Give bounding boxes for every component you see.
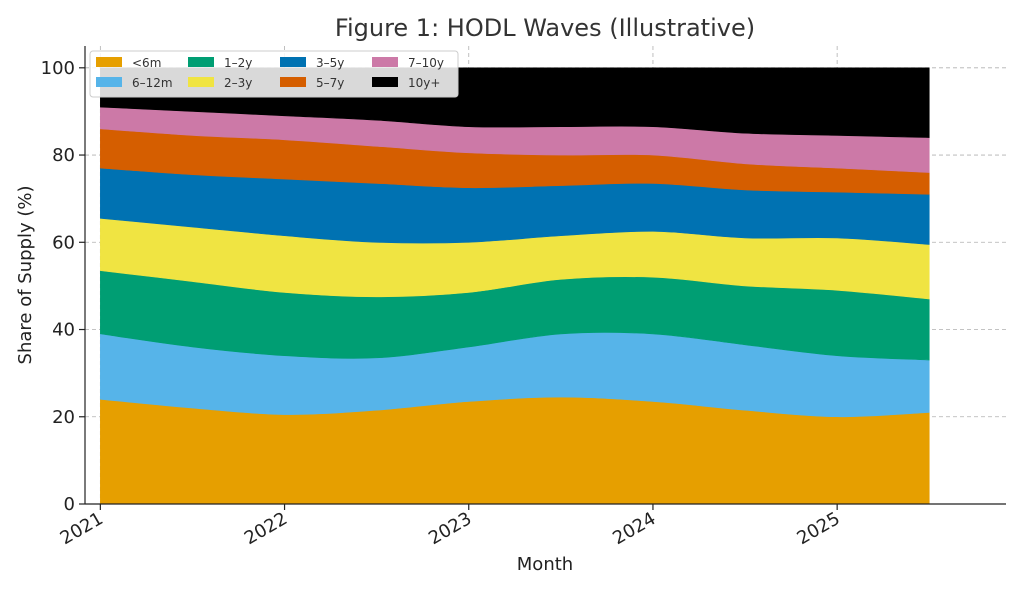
x-tick-label: 2025 [793, 508, 843, 549]
legend-label: 1–2y [224, 56, 252, 70]
x-axis-ticks: 2021 2022 2023 2024 2025 [57, 504, 844, 549]
legend: <6m 6–12m 1–2y 2–3y 3–5y 5–7y 7–10y 10y+ [89, 50, 459, 98]
x-axis-label: Month [517, 554, 573, 575]
legend-box [89, 50, 459, 98]
y-axis-label: Share of Supply (%) [15, 186, 36, 365]
y-tick-label: 100 [41, 58, 75, 79]
legend-label: <6m [132, 56, 161, 70]
x-tick-label: 2023 [425, 508, 475, 549]
legend-label: 7–10y [408, 56, 444, 70]
y-axis-ticks: 0 20 40 60 80 100 [41, 58, 85, 515]
legend-swatch [96, 77, 122, 87]
x-tick-label: 2022 [241, 508, 291, 549]
legend-label: 2–3y [224, 76, 252, 90]
y-tick-label: 80 [52, 145, 75, 166]
legend-swatch [188, 77, 214, 87]
y-tick-label: 20 [52, 407, 75, 428]
legend-swatch [372, 77, 398, 87]
legend-swatch [188, 57, 214, 67]
legend-swatch [280, 77, 306, 87]
y-tick-label: 60 [52, 232, 75, 253]
legend-swatch [372, 57, 398, 67]
legend-label: 3–5y [316, 56, 344, 70]
legend-label: 6–12m [132, 76, 173, 90]
y-tick-label: 40 [52, 320, 75, 341]
legend-swatch [96, 57, 122, 67]
legend-swatch [280, 57, 306, 67]
chart-title: Figure 1: HODL Waves (Illustrative) [335, 14, 755, 42]
legend-label: 10y+ [408, 76, 440, 90]
plot-areas [100, 67, 930, 505]
y-tick-label: 0 [64, 494, 75, 515]
legend-label: 5–7y [316, 76, 344, 90]
legend-items: <6m 6–12m 1–2y 2–3y 3–5y 5–7y 7–10y 10y+ [96, 56, 444, 90]
x-tick-label: 2024 [609, 508, 659, 549]
